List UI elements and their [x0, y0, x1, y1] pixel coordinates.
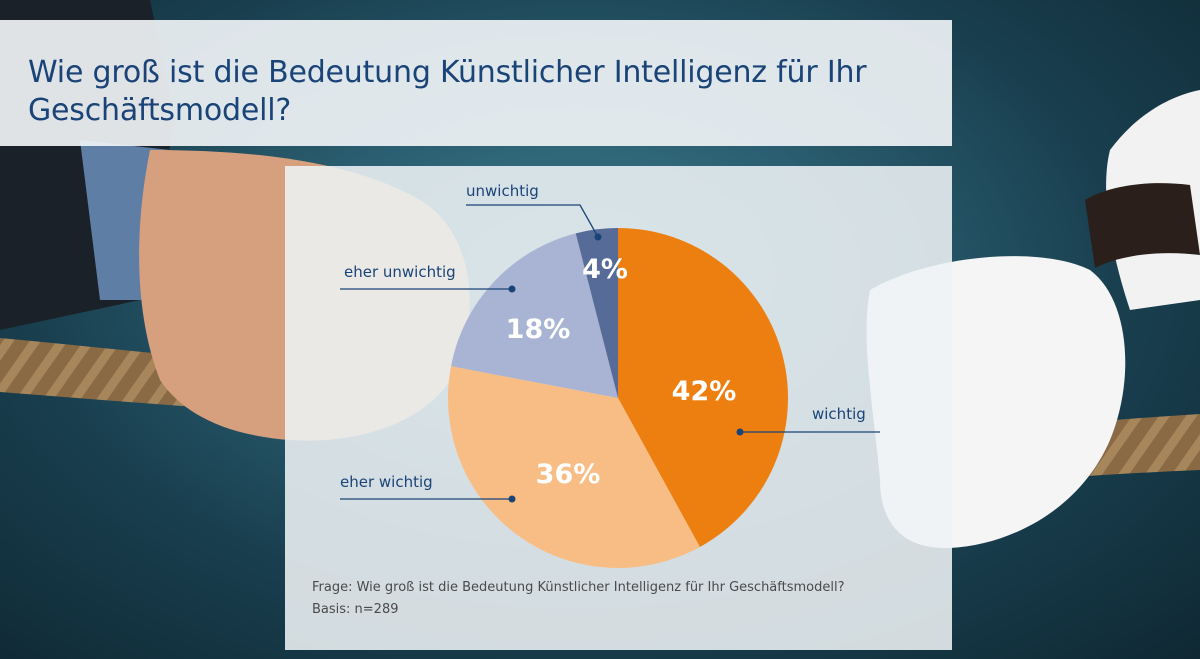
- pct-label-eher-wichtig: 36%: [536, 459, 601, 490]
- pie-slice-eher-wichtig: [448, 366, 700, 568]
- leader-line-unwichtig: [466, 204, 599, 238]
- category-label-eher-wichtig: eher wichtig: [340, 473, 433, 491]
- category-label-wichtig: wichtig: [812, 405, 866, 423]
- robot-joint: [1085, 183, 1200, 268]
- footnote-question: Frage: Wie groß ist die Bedeutung Künstl…: [312, 580, 845, 595]
- category-label-unwichtig: unwichtig: [466, 182, 539, 200]
- category-label-eher-unwichtig: eher unwichtig: [344, 263, 456, 281]
- leader-dot-unwichtig: [594, 233, 602, 241]
- title-panel: Wie groß ist die Bedeutung Künstlicher I…: [0, 20, 952, 146]
- pct-label-unwichtig: 4%: [582, 254, 628, 285]
- leader-dot-eher-unwichtig: [508, 285, 516, 293]
- chart-title: Wie groß ist die Bedeutung Künstlicher I…: [28, 55, 867, 128]
- pie-slice-wichtig: [618, 228, 788, 547]
- pct-label-eher-unwichtig: 18%: [506, 314, 571, 345]
- pie-slice-eher-unwichtig: [451, 233, 618, 398]
- footnote-basis: Basis: n=289: [312, 602, 399, 617]
- leader-dot-wichtig: [736, 428, 744, 436]
- pie-slice-unwichtig: [575, 228, 618, 398]
- pct-label-wichtig: 42%: [672, 376, 737, 407]
- leader-dot-eher-wichtig: [508, 495, 516, 503]
